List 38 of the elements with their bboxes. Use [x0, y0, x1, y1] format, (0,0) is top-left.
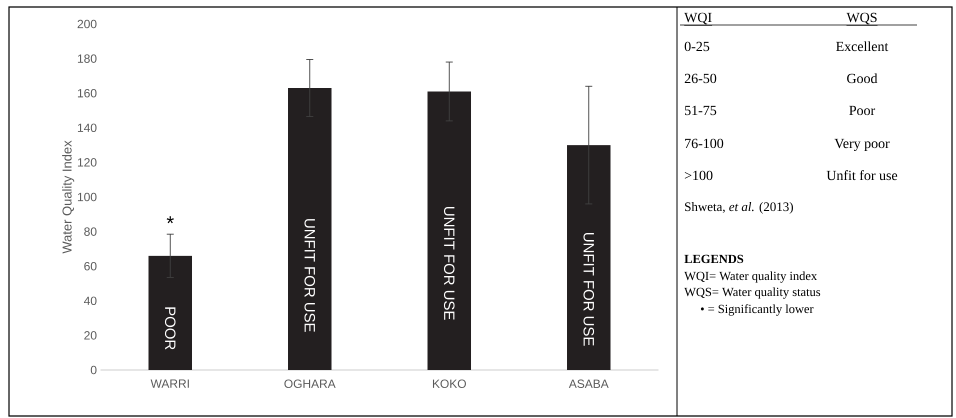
y-tick-label: 160: [78, 88, 97, 98]
y-tick-label: 0: [90, 366, 97, 374]
text: WQI= Water quality index: [684, 271, 817, 283]
y-tick-label: 200: [78, 20, 97, 28]
x-tick-label: KOKO: [432, 380, 466, 388]
annotation: UNFIT FOR USE: [304, 219, 316, 332]
y-tick-label: 100: [78, 192, 97, 202]
annotation: POOR: [164, 307, 176, 350]
text: Poor: [849, 106, 876, 116]
y-axis-title: Water Quality Index: [62, 140, 74, 254]
y-tick-label: 80: [84, 227, 97, 236]
text: Shweta, et al. (2013): [685, 202, 793, 214]
text: • = Significantly lower: [700, 304, 814, 316]
text: >100: [684, 170, 712, 180]
text: WQS= Water quality status: [684, 287, 820, 299]
y-tick-label: 60: [84, 262, 97, 270]
text: Very poor: [834, 138, 890, 152]
y-tick-label: 40: [84, 296, 97, 306]
y-tick-label: 180: [78, 54, 97, 63]
text: Excellent: [836, 41, 888, 52]
text: Good: [847, 73, 878, 84]
x-tick-label: OGHARA: [284, 380, 336, 388]
text: Unfit for use: [826, 170, 898, 180]
x-tick-label: WARRI: [150, 380, 189, 388]
y-tick-label: 140: [78, 124, 97, 132]
text: WQI: [684, 12, 712, 24]
text: WQS: [846, 12, 877, 24]
text: 0-25: [684, 42, 710, 52]
annotation: *: [166, 216, 174, 224]
annotation: UNFIT FOR USE: [583, 232, 594, 346]
text: 26-50: [684, 74, 716, 84]
x-tick-label: ASABA: [568, 380, 609, 388]
text: LEGENDS: [684, 254, 744, 264]
y-tick-label: 20: [84, 331, 97, 340]
text: 51-75: [685, 106, 716, 116]
y-tick-label: 120: [78, 158, 97, 167]
text: 76-100: [685, 138, 724, 148]
annotation: UNFIT FOR USE: [444, 207, 455, 320]
